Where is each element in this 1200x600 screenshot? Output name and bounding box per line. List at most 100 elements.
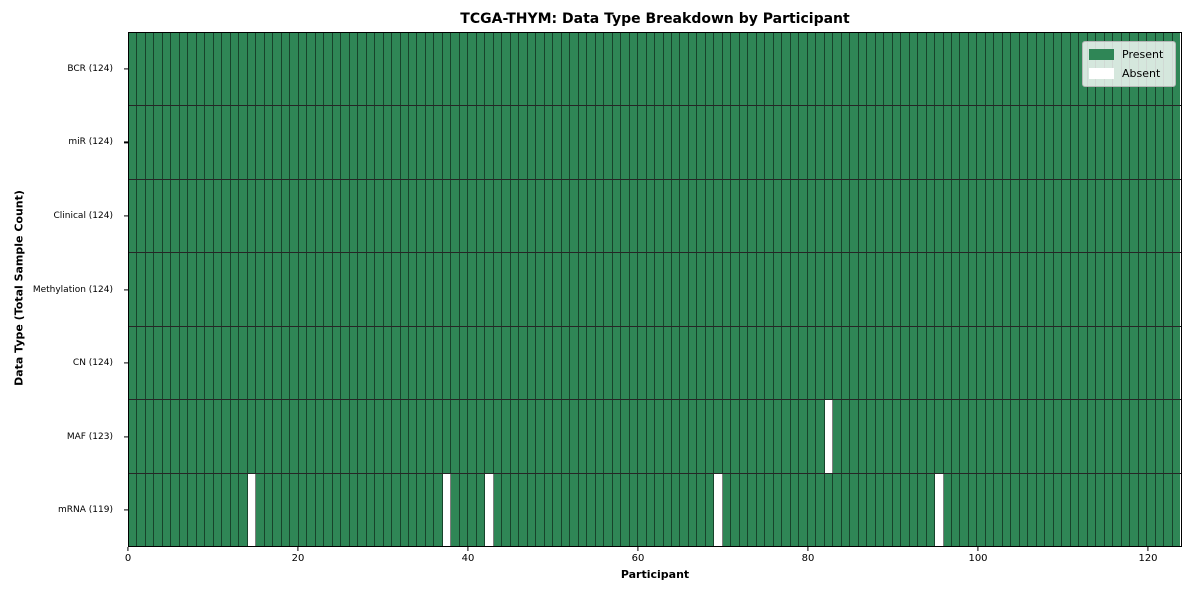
participant-cell bbox=[1130, 179, 1139, 253]
participant-cell bbox=[1062, 33, 1071, 106]
participant-cell bbox=[1028, 400, 1037, 473]
participant-cell bbox=[1113, 473, 1122, 546]
participant-cell bbox=[977, 253, 986, 326]
participant-cell bbox=[332, 33, 342, 106]
participant-cell bbox=[459, 473, 469, 546]
participant-cell bbox=[1130, 253, 1139, 326]
participant-cell bbox=[273, 253, 282, 326]
present-swatch bbox=[1089, 49, 1114, 60]
participant-cell bbox=[154, 473, 163, 546]
participant-cell bbox=[722, 33, 732, 106]
participant-cell bbox=[646, 179, 656, 253]
participant-cell bbox=[867, 326, 876, 400]
participant-cell bbox=[536, 400, 545, 473]
participant-cell bbox=[468, 473, 477, 546]
participant-cell bbox=[1147, 253, 1156, 326]
participant-cell bbox=[722, 400, 732, 473]
participant-cell bbox=[1011, 253, 1020, 326]
participant-cell bbox=[349, 326, 359, 400]
participant-cell bbox=[544, 33, 554, 106]
participant-cell bbox=[527, 326, 537, 400]
participant-cell bbox=[951, 400, 961, 473]
participant-cell bbox=[748, 253, 757, 326]
participant-cell bbox=[1096, 473, 1105, 546]
participant-cell bbox=[824, 33, 834, 106]
participant-cell bbox=[850, 106, 859, 179]
participant-cell bbox=[375, 33, 384, 106]
participant-cell bbox=[595, 179, 605, 253]
participant-cell bbox=[1087, 473, 1097, 546]
participant-cell bbox=[705, 106, 715, 179]
participant-cell bbox=[392, 33, 401, 106]
participant-cell bbox=[442, 179, 452, 253]
participant-cell bbox=[459, 326, 469, 400]
participant-cell bbox=[510, 326, 520, 400]
participant-cell bbox=[1172, 33, 1181, 106]
participant-cell bbox=[417, 179, 426, 253]
participant-cell bbox=[366, 33, 376, 106]
participant-cell bbox=[349, 473, 359, 546]
participant-cell bbox=[213, 106, 223, 179]
participant-cell bbox=[129, 326, 138, 400]
x-axis-label: Participant bbox=[620, 568, 690, 581]
participant-cell bbox=[578, 326, 588, 400]
participant-cell bbox=[884, 400, 893, 473]
participant-cell bbox=[782, 179, 791, 253]
participant-cell bbox=[672, 473, 681, 546]
participant-cell bbox=[875, 179, 885, 253]
participant-cell bbox=[196, 253, 206, 326]
participant-cell bbox=[408, 326, 418, 400]
participant-cell bbox=[392, 106, 401, 179]
participant-cell bbox=[578, 106, 588, 179]
participant-cell bbox=[1036, 473, 1046, 546]
ytick-mark bbox=[124, 288, 128, 291]
participant-cell bbox=[307, 326, 316, 400]
participant-cell bbox=[358, 326, 367, 400]
participant-cell bbox=[646, 253, 656, 326]
participant-cell bbox=[307, 253, 316, 326]
participant-cell bbox=[290, 33, 299, 106]
participant-cell bbox=[145, 106, 155, 179]
participant-cell bbox=[824, 106, 834, 179]
participant-cell bbox=[213, 253, 223, 326]
participant-cell bbox=[901, 473, 910, 546]
participant-cell bbox=[493, 253, 503, 326]
participant-cell bbox=[129, 33, 138, 106]
participant-cell bbox=[476, 33, 486, 106]
participant-cell bbox=[646, 33, 656, 106]
participant-cell bbox=[519, 33, 528, 106]
participant-cell bbox=[145, 33, 155, 106]
participant-cell bbox=[1172, 253, 1181, 326]
participant-cell bbox=[697, 473, 706, 546]
participant-cell bbox=[527, 253, 537, 326]
participant-cell bbox=[264, 326, 274, 400]
participant-cell bbox=[536, 253, 545, 326]
participant-cell bbox=[901, 179, 910, 253]
participant-cell bbox=[612, 400, 622, 473]
participant-cell bbox=[519, 179, 528, 253]
participant-cell bbox=[909, 473, 919, 546]
participant-cell bbox=[1113, 400, 1122, 473]
participant-cell bbox=[587, 253, 596, 326]
participant-cell bbox=[960, 400, 969, 473]
participant-cell bbox=[926, 179, 936, 253]
participant-cell bbox=[171, 326, 180, 400]
participant-cell bbox=[680, 179, 689, 253]
participant-cell bbox=[230, 326, 240, 400]
participant-cell bbox=[485, 253, 494, 326]
participant-cell bbox=[383, 106, 393, 179]
participant-cell bbox=[561, 473, 571, 546]
participant-cell bbox=[1036, 253, 1046, 326]
participant-cell bbox=[1164, 400, 1173, 473]
participant-cell bbox=[875, 473, 885, 546]
participant-cell bbox=[553, 326, 562, 400]
participant-cell bbox=[1113, 179, 1122, 253]
participant-cell bbox=[807, 106, 817, 179]
participant-cell bbox=[1121, 106, 1131, 179]
participant-cell bbox=[1062, 400, 1071, 473]
participant-cell bbox=[256, 106, 265, 179]
participant-cell bbox=[646, 473, 656, 546]
participant-cell bbox=[748, 400, 757, 473]
participant-cell bbox=[858, 326, 868, 400]
participant-cell bbox=[392, 253, 401, 326]
